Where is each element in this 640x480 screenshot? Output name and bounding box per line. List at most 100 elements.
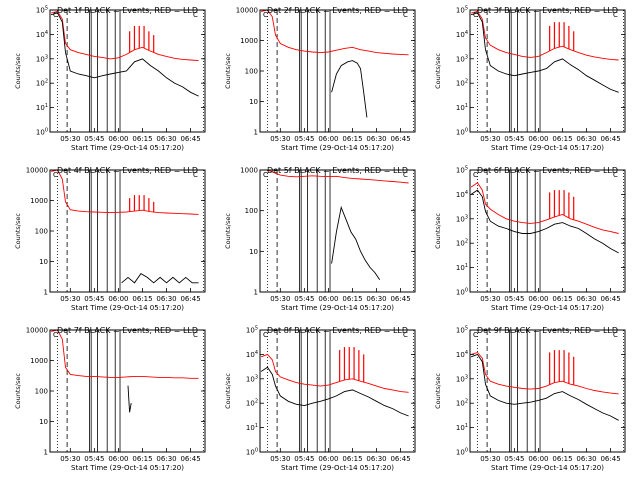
events-series-line <box>260 366 409 417</box>
x-tick-label: 05:30 <box>270 455 290 463</box>
x-tick-label: 06:15 <box>342 295 362 303</box>
legend-marker: C <box>193 331 198 339</box>
events-series-line <box>470 189 619 254</box>
x-tick-label: 05:45 <box>294 455 314 463</box>
x-tick-label: 06:30 <box>366 455 386 463</box>
chart-panel: 100 101 102 103 104 105 05:30 05:45 06:00 06:15 06… <box>434 166 626 312</box>
y-tick-label: 104 <box>456 350 468 359</box>
x-tick-label: 06:00 <box>108 295 128 303</box>
plot-frame <box>259 329 416 453</box>
legend-marker: C <box>473 171 478 179</box>
legend-marker: C <box>473 331 478 339</box>
y-tick-label: 105 <box>36 6 48 15</box>
x-axis-label: Start Time (29-Oct-14 05:17:20) <box>71 464 184 472</box>
lld-series-line <box>261 9 409 56</box>
x-tick-label: 06:45 <box>390 295 410 303</box>
y-tick-label: 100 <box>36 128 48 137</box>
x-tick-label: 05:30 <box>60 135 80 143</box>
lld-series-line <box>51 169 199 215</box>
x-axis-label: Start Time (29-Oct-14 05:17:20) <box>281 464 394 472</box>
y-tick-label: 104 <box>36 30 48 39</box>
y-tick-label: 101 <box>456 103 468 112</box>
y-tick-label: 100 <box>245 207 258 215</box>
lld-series-line <box>51 329 199 379</box>
chart-title: Det 3f BLACK = Events, RED = LLD <box>477 6 618 15</box>
y-tick-label: 1 <box>254 289 258 297</box>
x-tick-label: 06:30 <box>576 135 596 143</box>
y-tick-label: 10000 <box>26 167 48 175</box>
x-axis-label: Start Time (29-Oct-14 05:17:20) <box>281 144 394 152</box>
y-tick-label: 105 <box>456 326 468 335</box>
legend-marker: C <box>193 11 198 19</box>
chart-panel: 1 10 100 1000 10000 05:30 05:45 06:00 06:15 06:30… <box>14 166 206 312</box>
y-axis-label: Counts/sec <box>434 213 442 249</box>
plot-frame <box>259 169 416 293</box>
legend-marker: C <box>473 11 478 19</box>
plot-frame <box>469 169 626 293</box>
events-series-line <box>470 12 619 93</box>
y-tick-label: 101 <box>456 263 468 272</box>
y-tick-label: 104 <box>246 350 258 359</box>
chart-title: Det 1f BLACK = Events, RED = LLD <box>57 6 198 15</box>
events-series-line <box>127 385 132 413</box>
x-tick-label: 06:45 <box>390 455 410 463</box>
y-tick-label: 102 <box>456 239 468 248</box>
x-tick-label: 06:45 <box>600 295 620 303</box>
y-tick-label: 103 <box>456 214 468 223</box>
y-axis-label: Counts/sec <box>224 213 232 249</box>
legend-marker: C <box>403 11 408 19</box>
y-tick-label: 100 <box>456 288 468 297</box>
x-tick-label: 05:30 <box>480 135 500 143</box>
x-axis-label: Start Time (29-Oct-14 05:17:20) <box>281 304 394 312</box>
x-tick-label: 05:45 <box>84 455 104 463</box>
y-tick-label: 105 <box>456 6 468 15</box>
y-tick-label: 101 <box>246 423 258 432</box>
x-tick-label: 06:00 <box>528 135 548 143</box>
x-tick-label: 06:15 <box>342 135 362 143</box>
y-tick-label: 10 <box>39 258 48 266</box>
lld-series-line <box>470 182 619 234</box>
lld-series-line <box>470 351 619 395</box>
x-tick-label: 06:30 <box>576 295 596 303</box>
y-tick-label: 1 <box>44 449 48 457</box>
legend-marker: C <box>263 171 268 179</box>
chart-panel: 100 101 102 103 104 105 05:30 05:45 06:00 06:15 06… <box>434 6 626 152</box>
y-tick-label: 103 <box>246 374 258 383</box>
y-tick-label: 104 <box>456 30 468 39</box>
x-tick-label: 05:30 <box>480 295 500 303</box>
x-axis-label: Start Time (29-Oct-14 05:17:20) <box>71 144 184 152</box>
legend-marker: C <box>53 11 58 19</box>
y-tick-label: 10 <box>39 418 48 426</box>
x-axis-label: Start Time (29-Oct-14 05:17:20) <box>491 304 604 312</box>
y-tick-label: 105 <box>246 326 258 335</box>
x-tick-label: 06:00 <box>318 295 338 303</box>
y-tick-label: 1 <box>44 289 48 297</box>
x-tick-label: 06:00 <box>318 455 338 463</box>
y-tick-label: 1000 <box>240 167 258 175</box>
events-series-line <box>470 353 619 421</box>
x-tick-label: 05:45 <box>294 295 314 303</box>
chart-title: Det 6f BLACK = Events, RED = LLD <box>477 166 618 175</box>
chart-panel: 1 10 100 1000 10000 05:30 05:45 06:00 06:15 06:30… <box>224 6 416 152</box>
legend-marker: C <box>193 171 198 179</box>
chart-title: Det 7f BLACK = Events, RED = LLD <box>57 326 198 335</box>
x-axis-label: Start Time (29-Oct-14 05:17:20) <box>71 304 184 312</box>
chart-title: Det 5f BLACK = Events, RED = LLD <box>267 166 408 175</box>
x-tick-label: 06:45 <box>180 295 200 303</box>
events-series-line <box>121 272 199 284</box>
y-axis-label: Counts/sec <box>434 53 442 89</box>
legend-marker: C <box>263 331 268 339</box>
plot-frame <box>469 329 626 453</box>
legend-marker: C <box>53 171 58 179</box>
x-tick-label: 06:00 <box>108 455 128 463</box>
x-tick-label: 06:30 <box>156 455 176 463</box>
y-tick-label: 10 <box>249 98 258 106</box>
legend-marker: C <box>403 331 408 339</box>
lld-series-line <box>470 10 619 61</box>
x-tick-label: 05:45 <box>294 135 314 143</box>
x-tick-label: 06:00 <box>108 135 128 143</box>
x-tick-label: 06:15 <box>132 455 152 463</box>
x-tick-label: 06:15 <box>552 295 572 303</box>
x-tick-label: 05:45 <box>504 455 524 463</box>
x-tick-label: 05:45 <box>84 295 104 303</box>
